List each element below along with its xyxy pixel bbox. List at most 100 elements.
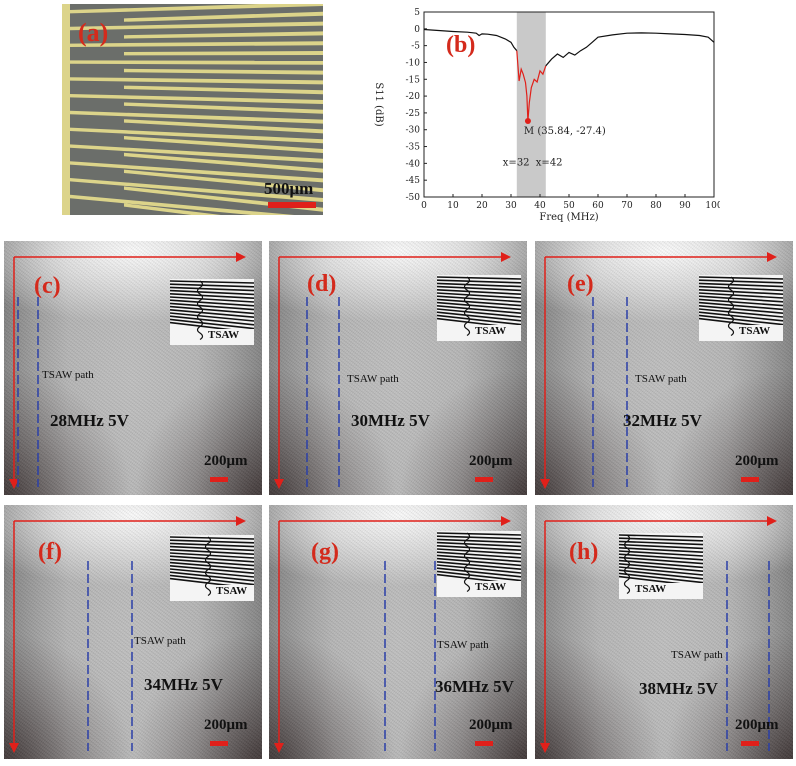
electrode-finger — [70, 194, 295, 215]
scale-label: 200μm — [469, 453, 513, 469]
micrograph-overlay — [540, 252, 777, 489]
s11-chart: 0 10 20 30 40 50 60 70 80 90 100 5 0 -5 -10 -15 -20 -25 -3… — [360, 4, 723, 226]
inset-finger — [170, 536, 254, 540]
series-line-0 — [423, 28, 518, 52]
panel-label: (f) — [38, 539, 62, 565]
inset-finger — [170, 296, 254, 303]
idt-inset: TSAW — [619, 533, 703, 599]
inset-finger — [619, 547, 703, 553]
electrode-finger — [70, 161, 323, 183]
micrograph-overlay — [540, 516, 777, 753]
electrode-finger — [70, 144, 323, 163]
idt-inset: TSAW — [699, 275, 783, 341]
inset-finger — [699, 289, 783, 295]
wave-squiggle — [623, 534, 631, 595]
inset-finger — [699, 292, 783, 299]
x-arrow-head — [767, 252, 777, 262]
inset-finger — [619, 569, 703, 580]
x-tick-label: 60 — [592, 201, 604, 211]
x-arrow-head — [236, 516, 246, 526]
electrode-finger — [124, 68, 323, 75]
x-tick-label: 40 — [534, 201, 546, 211]
inset-finger — [170, 299, 254, 307]
x-tick-label: 70 — [621, 201, 633, 211]
frequency-label: 28MHz 5V — [50, 411, 129, 430]
inset-lines — [437, 532, 521, 597]
y-axis-label: S11 (dB) — [373, 82, 384, 126]
y-arrow-head — [540, 743, 550, 753]
bus-bar — [62, 4, 70, 215]
inset-finger — [619, 563, 703, 572]
inset-finger — [170, 302, 254, 311]
micrograph-overlay — [274, 252, 511, 489]
electrode-finger — [124, 11, 323, 22]
frequency-label: 38MHz 5V — [639, 679, 718, 698]
inset-finger — [437, 282, 521, 288]
x-tick-label: 0 — [421, 201, 427, 211]
inset-finger — [170, 283, 254, 288]
band-label-right: x=42 — [536, 157, 563, 168]
inset-finger — [699, 314, 783, 326]
scale-bar-a — [268, 202, 316, 208]
panel-label: (d) — [307, 271, 337, 297]
wave-squiggle — [204, 536, 212, 597]
wave-squiggle — [463, 276, 471, 337]
tsaw-path-label: TSAW path — [671, 649, 723, 661]
inset-base — [437, 325, 521, 341]
micrograph-h: TSAW (h) TSAW path 38MHz 5V 200μm — [535, 505, 793, 759]
inset-lines — [170, 536, 254, 601]
inset-base — [699, 325, 783, 341]
inset-finger — [170, 552, 254, 559]
inset-finger — [437, 545, 521, 551]
panel-label: (g) — [311, 539, 339, 565]
y-tick-label: 5 — [414, 8, 420, 18]
inset-finger — [619, 566, 703, 576]
tsaw-path-label: TSAW path — [134, 635, 186, 647]
inset-finger — [437, 561, 521, 570]
inset-finger — [170, 571, 254, 582]
inset-finger — [437, 279, 521, 284]
inset-tsaw-label: TSAW — [216, 585, 248, 597]
electrode-finger — [70, 77, 323, 85]
inset-finger — [170, 315, 254, 326]
inset-finger — [699, 298, 783, 307]
micrograph-g: TSAW (g) TSAW path 36MHz 5V 200μm — [269, 505, 527, 759]
inset-finger — [170, 312, 254, 322]
inset-finger — [437, 292, 521, 299]
electrode-finger — [70, 21, 323, 31]
micrograph-e: TSAW (e) TSAW path 32MHz 5V 200μm — [535, 241, 793, 495]
x-arrow-head — [767, 516, 777, 526]
electrode-finger — [124, 203, 222, 215]
panel-label-a: (a) — [78, 18, 109, 47]
series-line-2 — [545, 32, 715, 67]
x-tick-label: 30 — [505, 201, 517, 211]
scale-bar — [210, 741, 228, 746]
inset-finger — [170, 293, 254, 299]
inset-tsaw-label: TSAW — [475, 581, 507, 593]
x-tick-label: 50 — [563, 201, 575, 211]
electrode-fingers — [62, 4, 323, 215]
electrode-finger — [70, 60, 323, 65]
inset-finger — [699, 279, 783, 284]
inset-finger — [170, 565, 254, 574]
inset-base — [437, 581, 521, 597]
electrode-finger — [124, 169, 323, 193]
electrode-finger — [70, 178, 323, 202]
inset-finger — [437, 564, 521, 574]
y-tick-label: -45 — [406, 176, 421, 186]
inset-finger — [170, 286, 254, 292]
idt-inset: TSAW — [170, 535, 254, 601]
idt-inset: TSAW — [437, 275, 521, 341]
inset-finger — [699, 311, 783, 322]
inset-finger — [437, 567, 521, 578]
inset-tsaw-label: TSAW — [635, 583, 667, 595]
x-axis-label: Freq (MHz) — [539, 212, 598, 223]
tsaw-path-label: TSAW path — [635, 373, 687, 385]
inset-finger — [437, 538, 521, 544]
wave-squiggle — [196, 280, 204, 341]
scale-label: 200μm — [735, 453, 779, 469]
electrode-finger — [70, 94, 323, 104]
tsaw-path-label: TSAW path — [437, 639, 489, 651]
inset-finger — [619, 543, 703, 550]
inset-finger — [170, 574, 254, 586]
